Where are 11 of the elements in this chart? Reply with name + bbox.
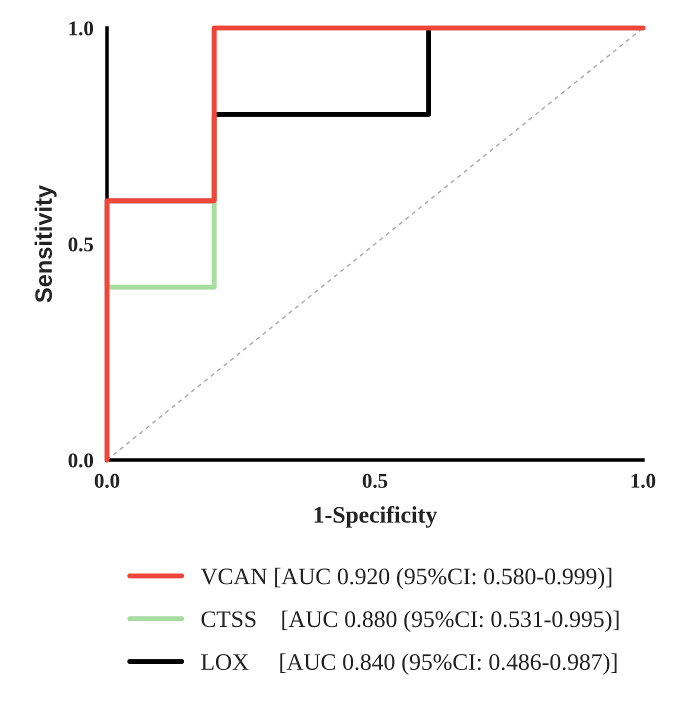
x-axis-title: 1-Specificity — [314, 506, 438, 528]
legend-label: VCAN [AUC 0.920 (95%CI: 0.580-0.999)] — [200, 568, 612, 590]
x-tick-label: 0.5 — [362, 474, 388, 488]
y-axis-title: Sensitivity — [34, 185, 57, 302]
legend-label: LOX [AUC 0.840 (95%CI: 0.486-0.987)] — [201, 653, 617, 675]
y-tick-label: 0.0 — [68, 453, 94, 468]
y-tick-label: 0.5 — [68, 237, 94, 252]
y-tick-label: 1.0 — [69, 21, 94, 36]
legend-label: CTSS [AUC 0.880 (95%CI: 0.531-0.995)] — [202, 610, 619, 632]
x-tick-label: 0.0 — [94, 474, 120, 488]
x-tick-label: 1.0 — [632, 474, 656, 488]
